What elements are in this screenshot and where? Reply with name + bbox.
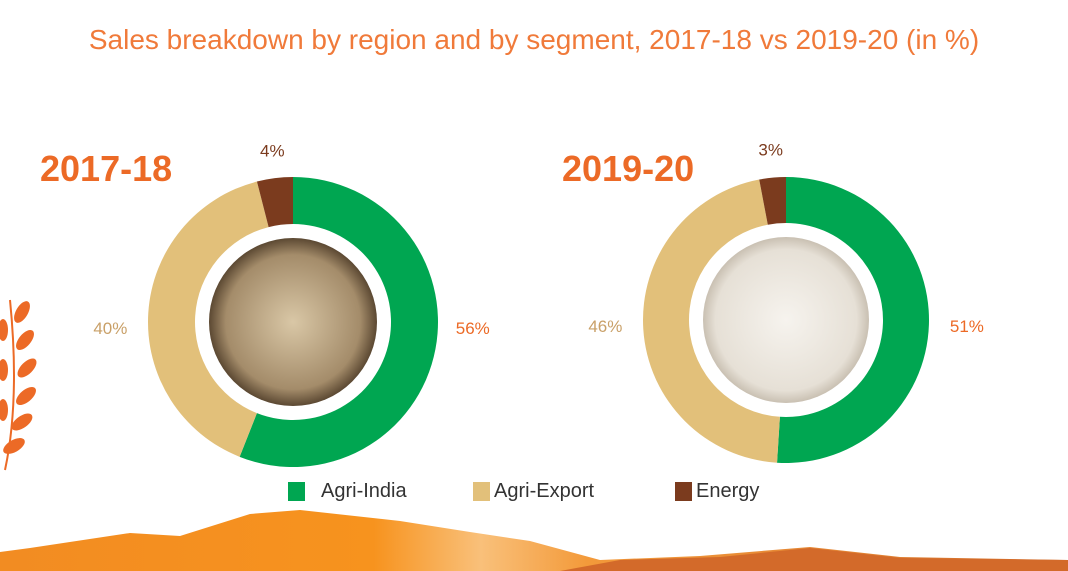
donut-slice-agri-india [777,177,929,463]
legend-swatch [473,482,490,501]
year-label-2019-20: 2019-20 [562,148,695,189]
rice-image [703,237,869,403]
donut-slice-energy [759,177,786,225]
year-label-2017-18: 2017-18 [40,148,173,189]
data-label-energy: 4% [260,141,285,160]
chart-title: Sales breakdown by region and by segment… [88,24,980,55]
rice-image [209,238,377,406]
data-label-energy: 3% [758,141,783,160]
hills-back [560,548,1068,571]
data-label-agri-export: 46% [588,317,622,336]
legend-label: Agri-Export [494,480,595,502]
donut-slice-energy [256,177,293,228]
donut-slice-agri-export [147,181,269,457]
data-label-agri-export: 40% [93,319,127,338]
data-label-agri-india: 51% [950,317,984,336]
wheat-icon [0,299,37,471]
legend-item-agri-export: Agri-Export [473,480,594,503]
data-label-agri-india: 56% [456,319,490,338]
legend-label: Energy [696,480,760,502]
legend-swatch [288,482,305,501]
legend-label: Agri-India [321,480,407,502]
donut-slice-agri-india [239,177,438,467]
legend-item-energy: Energy [675,480,759,503]
donut-slice-agri-export [642,179,780,463]
legend-swatch [675,482,692,501]
legend-item-agri-india: Agri-India [288,480,407,503]
